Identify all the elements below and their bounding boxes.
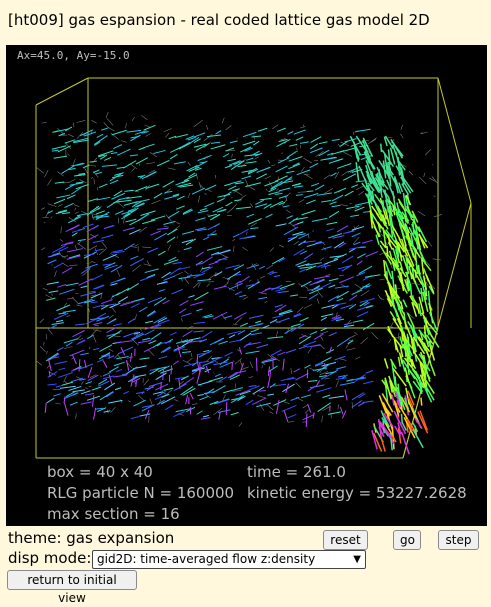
- theme-label: theme: gas expansion: [8, 529, 174, 547]
- disp-mode-label: disp mode:: [8, 549, 91, 567]
- page-title: [ht009] gas espansion - real coded latti…: [8, 11, 430, 29]
- step-button[interactable]: step: [438, 530, 479, 550]
- view-angles: Ax=45.0, Ay=-15.0: [17, 49, 130, 62]
- return-initial-view-button[interactable]: return to initial view: [7, 570, 137, 590]
- kinetic-energy-text: kinetic energy = 53227.2628: [247, 484, 467, 502]
- flow-vectors: [45, 125, 439, 454]
- reset-button[interactable]: reset: [323, 530, 368, 550]
- time-text: time = 261.0: [247, 463, 346, 481]
- chevron-down-icon: ▼: [353, 551, 361, 568]
- particle-count-text: RLG particle N = 160000: [47, 484, 234, 502]
- box-edge: [36, 78, 88, 105]
- box-size-text: box = 40 x 40: [47, 463, 153, 481]
- box-edge: [438, 78, 471, 203]
- go-button[interactable]: go: [393, 530, 421, 550]
- flow-visualization: [6, 45, 487, 526]
- disp-mode-select[interactable]: gid2D: time-averaged flow z:density ▼: [92, 550, 366, 569]
- disp-mode-value: gid2D: time-averaged flow z:density: [97, 552, 315, 566]
- density-mesh: [36, 112, 442, 426]
- max-section-text: max section = 16: [47, 505, 180, 523]
- simulation-canvas[interactable]: Ax=45.0, Ay=-15.0 box = 40 x 40 time = 2…: [6, 45, 487, 526]
